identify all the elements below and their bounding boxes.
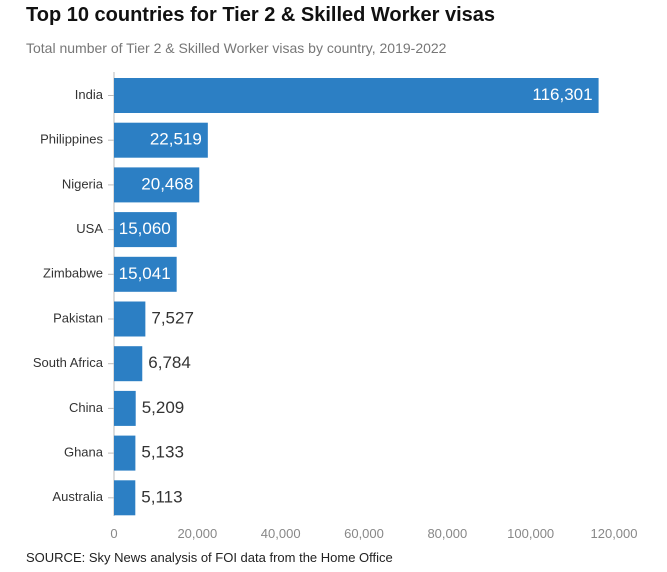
chart-title: Top 10 countries for Tier 2 & Skilled Wo…	[26, 4, 496, 26]
bar-nigeria	[114, 167, 200, 203]
category-label: Zimbabwe	[43, 266, 103, 281]
category-label: Nigeria	[62, 176, 104, 191]
bar-ghana	[114, 435, 136, 471]
value-label: 15,060	[119, 219, 171, 238]
bar-usa	[114, 212, 177, 248]
bar-pakistan	[114, 301, 146, 337]
category-label: China	[69, 400, 104, 415]
x-tick-label: 80,000	[427, 526, 467, 541]
value-label: 5,113	[141, 487, 182, 506]
category-label: India	[75, 87, 104, 102]
value-label: 15,041	[119, 264, 171, 283]
x-tick-label: 20,000	[177, 526, 217, 541]
value-label: 6,784	[148, 353, 191, 372]
x-tick-label: 120,000	[591, 526, 638, 541]
category-label: USA	[76, 221, 103, 236]
bar-china	[114, 390, 136, 426]
bar-india	[114, 78, 599, 113]
source-note: SOURCE: Sky News analysis of FOI data fr…	[26, 550, 393, 565]
x-tick-label: 0	[110, 526, 117, 541]
category-label: Philippines	[40, 132, 103, 147]
chart-subtitle: Total number of Tier 2 & Skilled Worker …	[26, 40, 447, 56]
bar-australia	[114, 480, 136, 516]
bar-philippines	[114, 122, 208, 158]
category-label: South Africa	[33, 355, 104, 370]
category-label: Ghana	[64, 445, 104, 460]
x-tick-label: 100,000	[507, 526, 554, 541]
bar-south-africa	[114, 346, 143, 382]
value-label: 22,519	[150, 130, 202, 149]
category-label: Pakistan	[53, 310, 103, 325]
x-tick-label: 60,000	[344, 526, 384, 541]
category-label: Australia	[52, 489, 103, 504]
x-tick-label: 40,000	[261, 526, 301, 541]
value-label: 7,527	[151, 308, 194, 327]
value-label: 116,301	[532, 85, 592, 104]
bar-zimbabwe	[114, 256, 177, 292]
value-label: 20,468	[141, 174, 193, 193]
value-label: 5,209	[142, 398, 185, 417]
value-label: 5,133	[141, 443, 184, 462]
